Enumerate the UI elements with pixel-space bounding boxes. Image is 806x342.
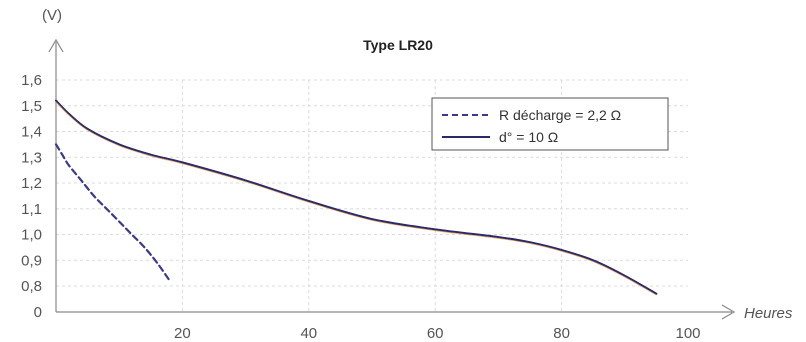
x-tick-label: 100 bbox=[675, 325, 700, 342]
y-tick-label: 1,2 bbox=[21, 175, 42, 192]
series-line-1 bbox=[55, 99, 658, 295]
axes bbox=[48, 38, 736, 320]
y-tick-label: 0,9 bbox=[21, 252, 42, 269]
x-tick-label: 80 bbox=[553, 325, 570, 342]
series-line-1-highlight bbox=[55, 101, 657, 296]
y-axis-arrow bbox=[48, 38, 64, 53]
x-tick-label: 20 bbox=[174, 325, 191, 342]
y-tick-label: 0 bbox=[34, 304, 42, 321]
y-tick-label: 1,0 bbox=[21, 227, 42, 244]
x-tick-label: 60 bbox=[427, 325, 444, 342]
legend-label-discharge-2-2-ohm: R décharge = 2,2 Ω bbox=[499, 107, 621, 123]
legend-box bbox=[431, 97, 669, 151]
tick-labels: 0 0,8 0,9 1,0 1,1 1,2 1,3 1,4 1,5 1,6 20 40 60 80 100 bbox=[21, 72, 700, 342]
x-tick-label: 40 bbox=[300, 325, 317, 342]
x-axis-arrow bbox=[721, 304, 736, 320]
y-tick-label: 1,1 bbox=[21, 201, 42, 218]
y-tick-label: 1,5 bbox=[21, 98, 42, 115]
chart-title: Type LR20 bbox=[363, 37, 433, 53]
series bbox=[54, 99, 658, 296]
legend-label-10-ohm: d° = 10 Ω bbox=[499, 129, 558, 145]
y-tick-label: 0,8 bbox=[21, 278, 42, 295]
series-line-0 bbox=[54, 143, 171, 282]
y-tick-label: 1,3 bbox=[21, 149, 42, 166]
y-axis-label: (V) bbox=[42, 7, 62, 24]
x-axis-label: Heures bbox=[744, 305, 793, 322]
y-tick-label: 1,6 bbox=[21, 72, 42, 89]
legend: R décharge = 2,2 Ω d° = 10 Ω bbox=[431, 97, 669, 151]
y-tick-label: 1,4 bbox=[21, 124, 42, 141]
